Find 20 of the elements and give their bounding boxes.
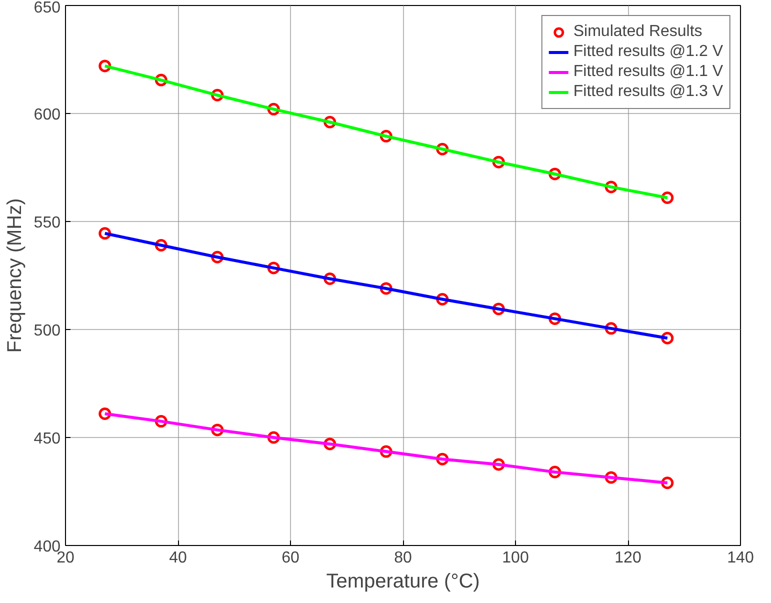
x-tick-label: 140 [727, 550, 754, 566]
y-tick-label: 600 [34, 106, 61, 124]
line-series [103, 232, 669, 340]
legend-label: Fitted results @1.1 V [573, 63, 723, 81]
x-tick-label: 100 [502, 550, 529, 566]
y-tick-label: 550 [34, 214, 61, 232]
x-tick-label: 40 [169, 550, 187, 566]
y-tick-label: 650 [34, 0, 61, 16]
line-series [103, 64, 669, 200]
x-axis-title: Temperature (°C) [326, 570, 480, 592]
legend-label: Simulated Results [573, 23, 702, 41]
line-series [103, 412, 669, 484]
y-axis-title: Frequency (MHz) [4, 198, 26, 353]
y-tick-label: 450 [34, 430, 61, 448]
x-tick-label: 80 [394, 550, 412, 566]
x-tick-label: 60 [282, 550, 300, 566]
legend-label: Fitted results @1.2 V [573, 43, 723, 61]
y-tick-label: 500 [34, 322, 61, 340]
x-tick-label: 120 [614, 550, 642, 566]
legend-label: Fitted results @1.3 V [573, 83, 723, 101]
